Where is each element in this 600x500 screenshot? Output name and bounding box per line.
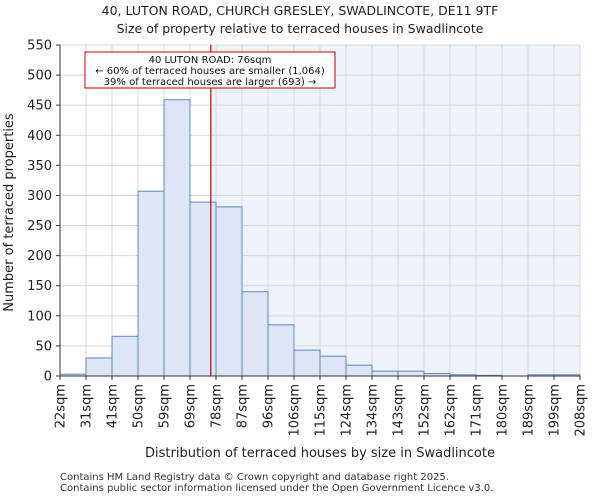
property-annotation: 40 LUTON ROAD: 76sqm ← 60% of terraced h…: [84, 51, 336, 89]
x-tick-label: 134sqm: [366, 384, 381, 437]
y-tick-label: 500: [27, 69, 52, 84]
footer-line2: Contains public sector information licen…: [60, 483, 494, 494]
x-tick-label: 59sqm: [158, 384, 173, 428]
y-tick-label: 150: [27, 279, 52, 294]
chart-title-line1: 40, LUTON ROAD, CHURCH GRESLEY, SWADLINC…: [101, 3, 499, 18]
annotation-line1: 40 LUTON ROAD: 76sqm: [149, 55, 272, 66]
chart-title-line2: Size of property relative to terraced ho…: [116, 21, 484, 36]
footer: Contains HM Land Registry data © Crown c…: [60, 472, 493, 494]
x-tick-label: 50sqm: [132, 384, 147, 428]
x-tick-label: 152sqm: [418, 384, 433, 437]
bar-50sqm: [137, 190, 165, 377]
y-tick-label: 50: [35, 339, 52, 354]
annotation-line3: 39% of terraced houses are larger (693) …: [104, 77, 317, 88]
x-tick-label: 96sqm: [262, 384, 277, 428]
x-tick-label: 31sqm: [80, 384, 95, 428]
y-tick-label: 200: [27, 249, 52, 264]
y-tick-label: 250: [27, 219, 52, 234]
x-tick-label: 199sqm: [548, 384, 563, 437]
y-axis-label: Number of terraced properties: [2, 113, 17, 312]
histogram-chart: 0 50 100 150 200 250 300 350 400 450 500 550 22sqm 3…: [2, 39, 589, 462]
y-tick-label: 100: [27, 309, 52, 324]
bar-87sqm: [241, 291, 269, 377]
chart-title: 40, LUTON ROAD, CHURCH GRESLEY, SWADLINC…: [0, 2, 600, 38]
x-tick-label: 171sqm: [470, 384, 485, 437]
y-tick-label: 400: [27, 129, 52, 144]
y-tick-label: 350: [27, 159, 52, 174]
x-tick-label: 69sqm: [184, 384, 199, 428]
y-tick-label: 300: [27, 189, 52, 204]
x-tick-label: 106sqm: [288, 384, 303, 437]
annotation-box: [84, 51, 336, 89]
bar-115sqm: [319, 355, 347, 377]
x-tick-label: 180sqm: [496, 384, 511, 437]
x-tick-label: 189sqm: [522, 384, 537, 437]
x-axis-label: Distribution of terraced houses by size …: [145, 446, 495, 461]
footer-line1: Contains HM Land Registry data © Crown c…: [60, 472, 449, 483]
annotation-line2: ← 60% of terraced houses are smaller (1,…: [95, 66, 325, 77]
bars: [59, 99, 581, 377]
x-tick-label: 115sqm: [314, 384, 329, 437]
highlight-region: [210, 45, 581, 376]
bar-143sqm: [397, 370, 425, 377]
bar-78sqm: [215, 206, 243, 377]
x-tick-label: 208sqm: [574, 384, 589, 437]
bar-69sqm: [189, 201, 217, 377]
x-tick-label: 41sqm: [106, 384, 121, 428]
x-axis-ticks: 22sqm 31sqm 41sqm 50sqm 59sqm 69sqm 78sqm 87sqm…: [54, 376, 589, 437]
bar-134sqm: [371, 370, 399, 377]
bar-41sqm: [111, 335, 139, 377]
y-tick-label: 550: [27, 39, 52, 54]
bar-96sqm: [267, 324, 295, 377]
x-tick-label: 78sqm: [210, 384, 225, 428]
x-tick-label: 143sqm: [392, 384, 407, 437]
x-tick-label: 162sqm: [444, 384, 459, 437]
bar-59sqm: [163, 99, 191, 377]
bar-106sqm: [293, 349, 321, 377]
y-axis-ticks: 0 50 100 150 200 250 300 350 400 450 500 550: [27, 39, 60, 385]
bar-124sqm: [345, 364, 373, 377]
y-tick-label: 0: [44, 370, 52, 385]
x-tick-label: 124sqm: [340, 384, 355, 437]
bar-31sqm: [85, 357, 113, 377]
x-tick-label: 22sqm: [54, 384, 69, 428]
y-tick-label: 450: [27, 99, 52, 114]
x-tick-label: 87sqm: [236, 384, 251, 428]
